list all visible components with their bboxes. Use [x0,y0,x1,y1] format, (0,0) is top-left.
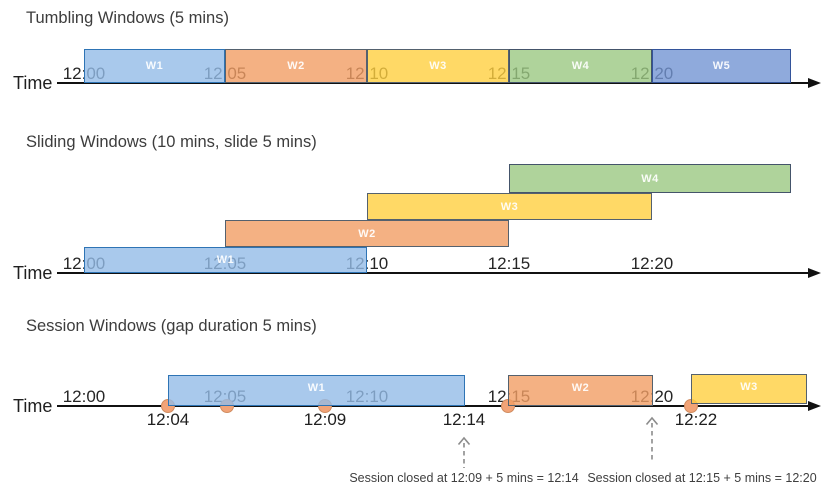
event-time-label: 12:04 [146,410,190,429]
sliding-window-box-w4 [509,164,791,193]
session-close-annotation-2: Session closed at 12:15 + 5 mins = 12:20 [587,471,817,485]
event-time-label: 12:22 [674,410,718,429]
tumbling-window-label-w5: W5 [712,60,731,72]
session-window-box-w3 [691,374,807,404]
sliding-tick-label: 12:15 [487,254,531,273]
sliding-window-box-w3 [367,193,652,220]
session-time-axis-label: Time [13,396,53,416]
session-close-annotation-1: Session closed at 12:09 + 5 mins = 12:14 [349,471,579,485]
sliding-window-box-w1 [84,247,367,273]
session-timeline-arrow-icon [808,401,821,411]
session-tick-label: 12:00 [62,387,106,406]
tumbling-window-box-w1 [84,49,225,83]
sliding-window-label-w1: W1 [216,254,235,266]
tumbling-window-label-w1: W1 [145,60,164,72]
sliding-tick-label: 12:20 [630,254,674,273]
sliding-window-label-w3: W3 [500,200,519,213]
tumbling-window-box-w2 [225,49,367,83]
tumbling-timeline-arrow-icon [808,78,821,88]
sliding-timeline-arrow-icon [808,268,821,278]
tumbling-window-box-w3 [367,49,509,83]
session-close-arrow-icon [642,416,662,464]
tumbling-window-label-w2: W2 [287,60,305,72]
event-time-label: 12:09 [303,410,347,429]
tumbling-window-box-w4 [509,49,652,83]
tumbling-time-axis-label: Time [13,73,53,93]
tumbling-section-title: Tumbling Windows (5 mins) [26,9,229,27]
session-close-arrow-icon [454,436,474,470]
event-time-label: 12:14 [442,410,486,429]
sliding-timeline-axis [57,272,812,274]
session-window-label-w2: W2 [571,382,590,394]
sliding-section-title: Sliding Windows (10 mins, slide 5 mins) [26,133,317,151]
tumbling-window-label-w4: W4 [571,60,590,72]
sliding-time-axis-label: Time [13,263,53,283]
session-window-label-w3: W3 [740,380,758,393]
tumbling-window-box-w5 [652,49,791,83]
tumbling-timeline-axis [57,82,812,84]
tumbling-window-label-w3: W3 [429,60,447,72]
sliding-window-label-w2: W2 [358,227,376,240]
sliding-window-box-w2 [225,220,509,247]
session-section-title: Session Windows (gap duration 5 mins) [26,317,317,335]
sliding-window-label-w4: W4 [641,172,659,185]
session-window-box-w1 [168,375,465,406]
session-window-label-w1: W1 [307,382,326,394]
session-timeline-axis [57,405,812,407]
session-window-box-w2 [508,375,653,406]
